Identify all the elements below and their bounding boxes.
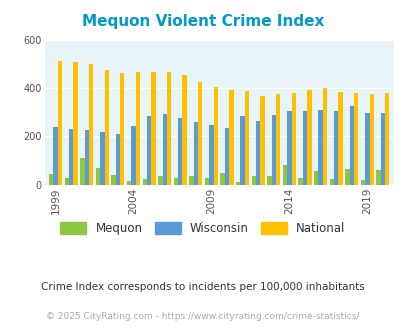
Text: Mequon Violent Crime Index: Mequon Violent Crime Index [82, 14, 323, 29]
Bar [229, 90, 233, 185]
Bar [80, 158, 84, 185]
Bar [298, 178, 302, 185]
Text: © 2025 CityRating.com - https://www.cityrating.com/crime-statistics/: © 2025 CityRating.com - https://www.city… [46, 312, 359, 321]
Bar [104, 70, 109, 185]
Bar [333, 112, 337, 185]
Bar [213, 87, 217, 185]
Bar [329, 179, 333, 185]
Bar [89, 64, 93, 185]
Legend: Mequon, Wisconsin, National: Mequon, Wisconsin, National [60, 222, 345, 235]
Bar [100, 132, 104, 185]
Bar [73, 62, 77, 185]
Bar [58, 61, 62, 185]
Bar [369, 94, 373, 185]
Bar [244, 91, 249, 185]
Bar [115, 134, 120, 185]
Bar [182, 75, 186, 185]
Bar [173, 178, 178, 185]
Bar [178, 118, 182, 185]
Bar [220, 173, 224, 185]
Bar [282, 165, 286, 185]
Bar [84, 130, 89, 185]
Text: Crime Index corresponds to incidents per 100,000 inhabitants: Crime Index corresponds to incidents per… [41, 282, 364, 292]
Bar [353, 93, 357, 185]
Bar [53, 127, 58, 185]
Bar [380, 114, 384, 185]
Bar [337, 92, 342, 185]
Bar [349, 106, 353, 185]
Bar [384, 93, 388, 185]
Bar [235, 182, 240, 185]
Bar [120, 73, 124, 185]
Bar [307, 90, 311, 185]
Bar [286, 111, 291, 185]
Bar [166, 72, 171, 185]
Bar [111, 175, 115, 185]
Bar [224, 128, 229, 185]
Bar [147, 116, 151, 185]
Bar [344, 169, 349, 185]
Bar [266, 176, 271, 185]
Bar [251, 176, 256, 185]
Bar [240, 116, 244, 185]
Bar [158, 176, 162, 185]
Bar [260, 96, 264, 185]
Bar [275, 94, 279, 185]
Bar [302, 111, 307, 185]
Bar [318, 110, 322, 185]
Bar [142, 179, 147, 185]
Bar [256, 121, 260, 185]
Bar [198, 82, 202, 185]
Bar [49, 174, 53, 185]
Bar [64, 178, 69, 185]
Bar [205, 178, 209, 185]
Bar [364, 113, 369, 185]
Bar [96, 168, 100, 185]
Bar [375, 170, 380, 185]
Bar [189, 176, 193, 185]
Bar [322, 88, 326, 185]
Bar [360, 180, 364, 185]
Bar [313, 172, 318, 185]
Bar [135, 72, 140, 185]
Bar [271, 115, 275, 185]
Bar [291, 93, 295, 185]
Bar [193, 122, 198, 185]
Bar [131, 125, 135, 185]
Bar [162, 114, 166, 185]
Bar [69, 129, 73, 185]
Bar [209, 125, 213, 185]
Bar [151, 72, 155, 185]
Bar [127, 181, 131, 185]
